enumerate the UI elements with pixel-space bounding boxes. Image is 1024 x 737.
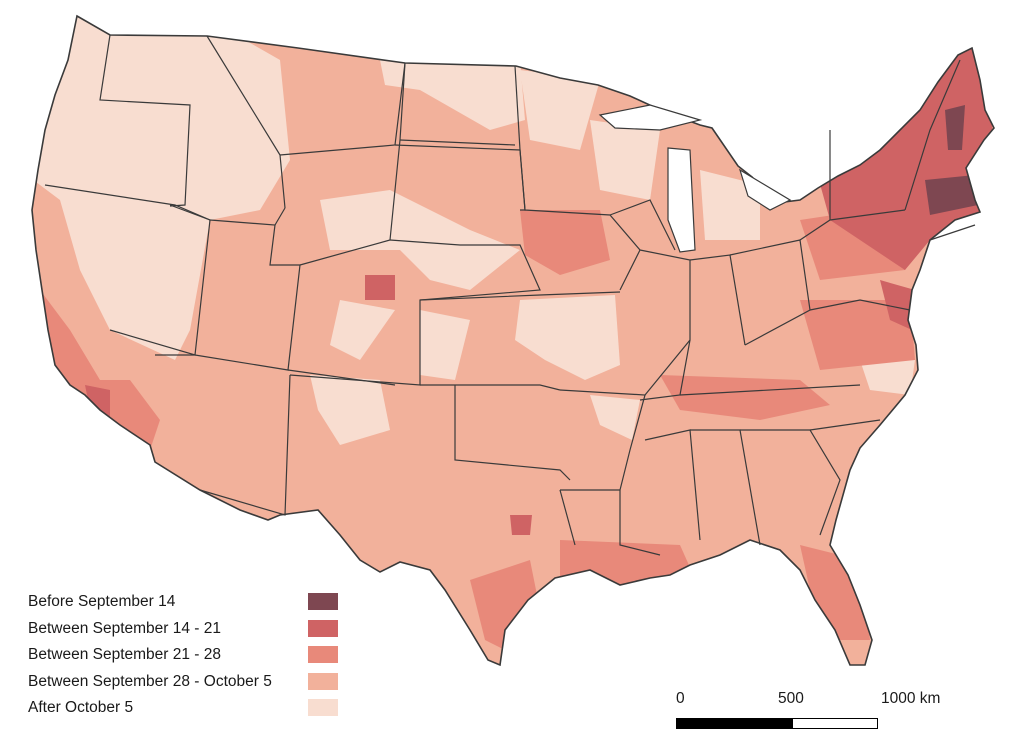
legend-label: Before September 14 xyxy=(28,593,176,610)
legend-swatch xyxy=(308,646,338,663)
region-earliest-massachusetts xyxy=(925,175,978,215)
region-late-north-dakota xyxy=(380,60,525,130)
legend-swatch xyxy=(308,699,338,716)
region-mid-virginia xyxy=(800,300,915,370)
region-late-colorado-nm xyxy=(330,300,395,360)
region-early-so-cal xyxy=(85,385,110,420)
legend-item-sep-14-21: Between September 14 - 21 xyxy=(28,617,348,644)
legend-item-after-oct-5: After October 5 xyxy=(28,696,348,723)
region-late-new-mexico xyxy=(310,375,390,445)
scale-bar: 0 500 1000 km xyxy=(676,690,956,734)
legend-swatch xyxy=(308,672,338,690)
region-late-wisconsin xyxy=(590,120,660,200)
region-mid-california xyxy=(40,290,160,450)
region-late-missouri xyxy=(515,295,620,380)
region-early-colorado xyxy=(365,275,395,300)
region-early-maryland xyxy=(880,280,915,330)
legend-item-before-sep-14: Before September 14 xyxy=(28,590,348,617)
legend-label: Between September 14 - 21 xyxy=(28,619,222,637)
legend-label: Between September 21 - 28 xyxy=(28,646,222,663)
legend: Before September 14 Between September 14… xyxy=(28,590,348,723)
region-late-north-carolina xyxy=(860,360,915,395)
legend-swatch xyxy=(308,593,338,610)
legend-label: After October 5 xyxy=(28,699,134,716)
great-lakes xyxy=(598,104,792,253)
region-early-south-texas xyxy=(510,515,532,535)
region-early-northeast xyxy=(805,40,994,270)
state-borders xyxy=(31,15,995,666)
scale-label-500: 500 xyxy=(778,690,804,707)
scale-segment-white xyxy=(792,718,878,729)
legend-swatch xyxy=(308,619,338,637)
region-late-minnesota xyxy=(520,70,600,150)
region-late-northwest xyxy=(32,16,290,360)
legend-label: Between September 28 - October 5 xyxy=(28,672,272,690)
region-late-wyoming-nebraska xyxy=(320,190,520,290)
scale-segment-black xyxy=(676,718,794,729)
region-late-arkansas xyxy=(590,395,640,440)
region-mid-iowa xyxy=(520,210,610,275)
scale-label-1000: 1000 km xyxy=(881,690,941,707)
region-mid-tennessee xyxy=(660,375,830,420)
region-late-kansas xyxy=(420,310,470,380)
legend-item-sep-28-oct-5: Between September 28 - October 5 xyxy=(28,670,348,697)
legend-item-sep-21-28: Between September 21 - 28 xyxy=(28,643,348,670)
region-earliest-vermont xyxy=(945,105,965,150)
scale-label-0: 0 xyxy=(676,690,685,707)
